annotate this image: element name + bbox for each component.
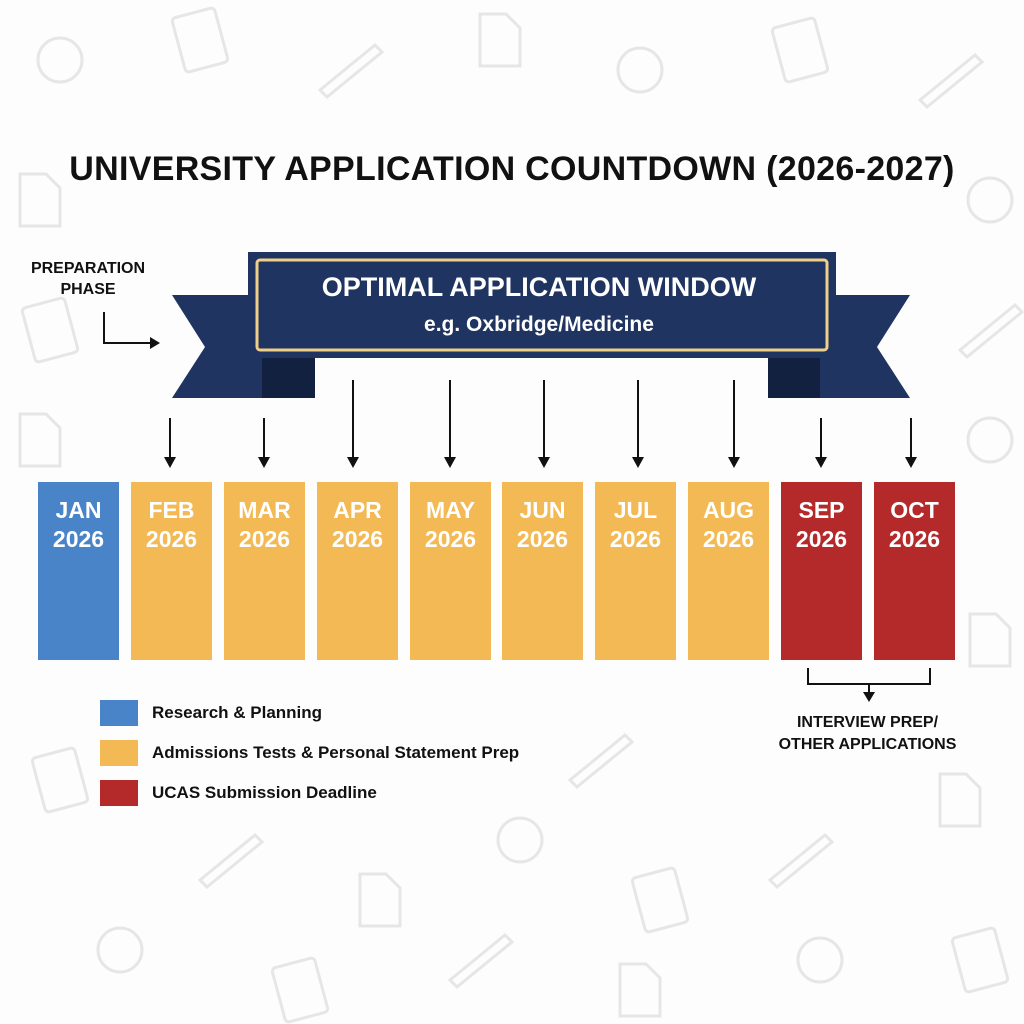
- doodle-circle-icon: [616, 46, 664, 94]
- doodle-book-icon: [630, 866, 690, 934]
- doodle-book-icon: [950, 926, 1010, 994]
- month-block-sep: SEP 2026: [781, 482, 862, 660]
- month-block-jun: JUN 2026: [502, 482, 583, 660]
- doodle-circle-icon: [96, 926, 144, 974]
- doodle-circle-icon: [496, 816, 544, 864]
- doodle-paper-icon: [618, 962, 662, 1018]
- doodle-book-icon: [20, 296, 80, 364]
- doodle-paper-icon: [968, 612, 1012, 668]
- doodle-pencil-icon: [197, 832, 265, 890]
- month-arrow-head: [815, 457, 827, 468]
- doodle-paper-icon: [938, 772, 982, 828]
- month-block-mar: MAR 2026: [224, 482, 305, 660]
- month-arrow-head: [728, 457, 740, 468]
- doodle-paper-icon: [18, 172, 62, 228]
- month-block-jul: JUL 2026: [595, 482, 676, 660]
- month-block-feb: FEB 2026: [131, 482, 212, 660]
- month-arrow-head: [632, 457, 644, 468]
- month-arrow-head: [164, 457, 176, 468]
- month-arrow-head: [258, 457, 270, 468]
- doodle-book-icon: [770, 16, 830, 84]
- month-block-jan: JAN 2026: [38, 482, 119, 660]
- doodle-circle-icon: [966, 176, 1014, 224]
- legend-swatch-tests: [100, 740, 138, 766]
- doodle-pencil-icon: [957, 302, 1024, 360]
- page-title: UNIVERSITY APPLICATION COUNTDOWN (2026-2…: [69, 150, 955, 188]
- month-arrows: [164, 380, 917, 468]
- banner-title: OPTIMAL APPLICATION WINDOW: [321, 272, 757, 302]
- month-block-oct: OCT 2026: [874, 482, 955, 660]
- ribbon-left-fold: [262, 356, 315, 398]
- legend-swatch-deadline: [100, 780, 138, 806]
- doodle-pencil-icon: [447, 932, 515, 990]
- ribbon-inner-border: [255, 258, 829, 352]
- ribbon-main-band: [248, 252, 836, 358]
- month-block-apr: APR 2026: [317, 482, 398, 660]
- month-arrow-head: [538, 457, 550, 468]
- month-arrow-head: [905, 457, 917, 468]
- month-arrow-head: [347, 457, 359, 468]
- legend-swatch-research: [100, 700, 138, 726]
- month-block-may: MAY 2026: [410, 482, 491, 660]
- month-arrow-head: [444, 457, 456, 468]
- doodle-paper-icon: [358, 872, 402, 928]
- doodle-pencil-icon: [917, 52, 985, 110]
- doodle-circle-icon: [796, 936, 844, 984]
- application-window-banner: [103, 252, 917, 468]
- preparation-arrowhead: [150, 337, 160, 349]
- doodle-book-icon: [270, 956, 330, 1024]
- doodle-pencil-icon: [567, 732, 635, 790]
- interview-prep-label: INTERVIEW PREP/ OTHER APPLICATIONS: [778, 714, 957, 753]
- doodle-circle-icon: [966, 416, 1014, 464]
- doodle-book-icon: [30, 746, 90, 814]
- preparation-arrow: [103, 312, 152, 344]
- doodle-paper-icon: [18, 412, 62, 468]
- month-block-aug: AUG 2026: [688, 482, 769, 660]
- doodle-paper-icon: [478, 12, 522, 68]
- doodle-book-icon: [170, 6, 230, 74]
- doodle-pencil-icon: [767, 832, 835, 890]
- doodle-circle-icon: [36, 36, 84, 84]
- banner-subtitle: e.g. Oxbridge/Medicine: [424, 313, 654, 336]
- preparation-phase-label: PREPARATION PHASE: [30, 260, 146, 298]
- ribbon-right-fold: [768, 356, 820, 398]
- doodle-pencil-icon: [317, 42, 385, 100]
